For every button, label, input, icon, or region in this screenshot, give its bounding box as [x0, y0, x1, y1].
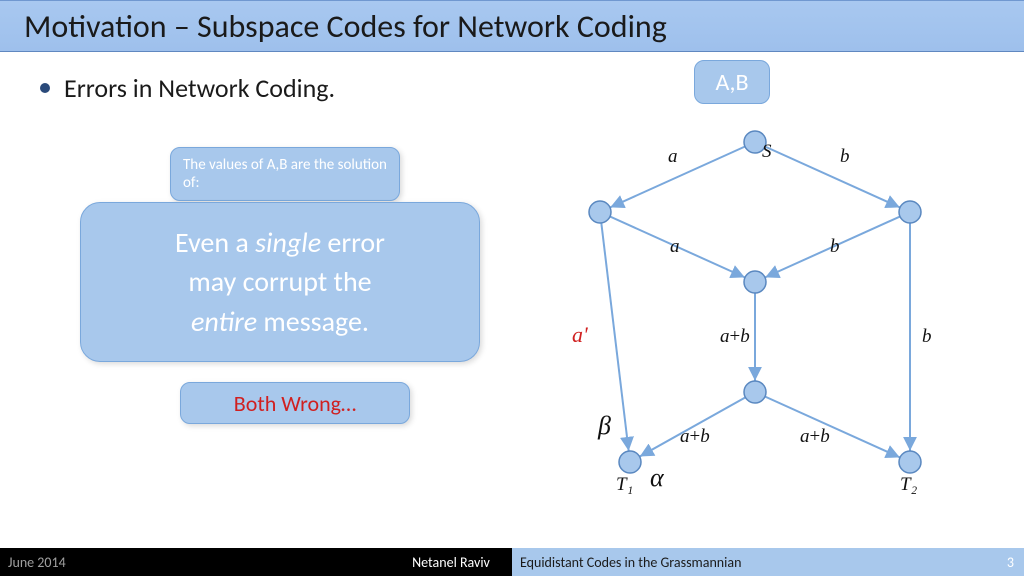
- svg-text:a': a': [572, 322, 588, 347]
- bullet-text: Errors in Network Coding.: [64, 72, 335, 104]
- svg-text:a: a: [668, 146, 678, 167]
- callout-main-message: Even a single error may corrupt the enti…: [80, 202, 480, 362]
- svg-text:a+b: a+b: [800, 426, 830, 447]
- footer-title: Equidistant Codes in the Grassmannian 3: [512, 548, 1024, 576]
- svg-text:α: α: [650, 463, 665, 492]
- svg-text:T₁: T₁: [616, 474, 633, 495]
- ab-source-box: A,B: [694, 60, 770, 104]
- callout-both-wrong: Both Wrong…: [180, 382, 410, 424]
- footer-date: June 2014: [0, 548, 390, 576]
- svg-text:β: β: [597, 411, 611, 440]
- network-diagram: a b a b a' b a+b a+b a+b S T₁ T₂ β α: [520, 102, 990, 502]
- callout-values-of-ab: The values of A,B are the solution of:: [170, 147, 400, 201]
- slide-title-bar: Motivation – Subspace Codes for Network …: [0, 0, 1024, 52]
- svg-text:b: b: [922, 326, 932, 347]
- slide-title: Motivation – Subspace Codes for Network …: [24, 7, 667, 46]
- svg-text:b: b: [830, 236, 840, 257]
- svg-text:T₂: T₂: [900, 474, 918, 495]
- svg-text:a: a: [670, 236, 680, 257]
- slide-footer: June 2014 Netanel Raviv Equidistant Code…: [0, 548, 1024, 576]
- page-number: 3: [1007, 554, 1014, 571]
- slide-body: Errors in Network Coding. The values of …: [0, 52, 1024, 548]
- bullet-icon: [40, 83, 50, 93]
- svg-text:a+b: a+b: [720, 326, 750, 347]
- svg-text:b: b: [840, 146, 850, 167]
- svg-text:S: S: [762, 141, 772, 162]
- bullet-item: Errors in Network Coding.: [40, 72, 335, 104]
- svg-text:a+b: a+b: [680, 426, 710, 447]
- footer-author: Netanel Raviv: [390, 548, 512, 576]
